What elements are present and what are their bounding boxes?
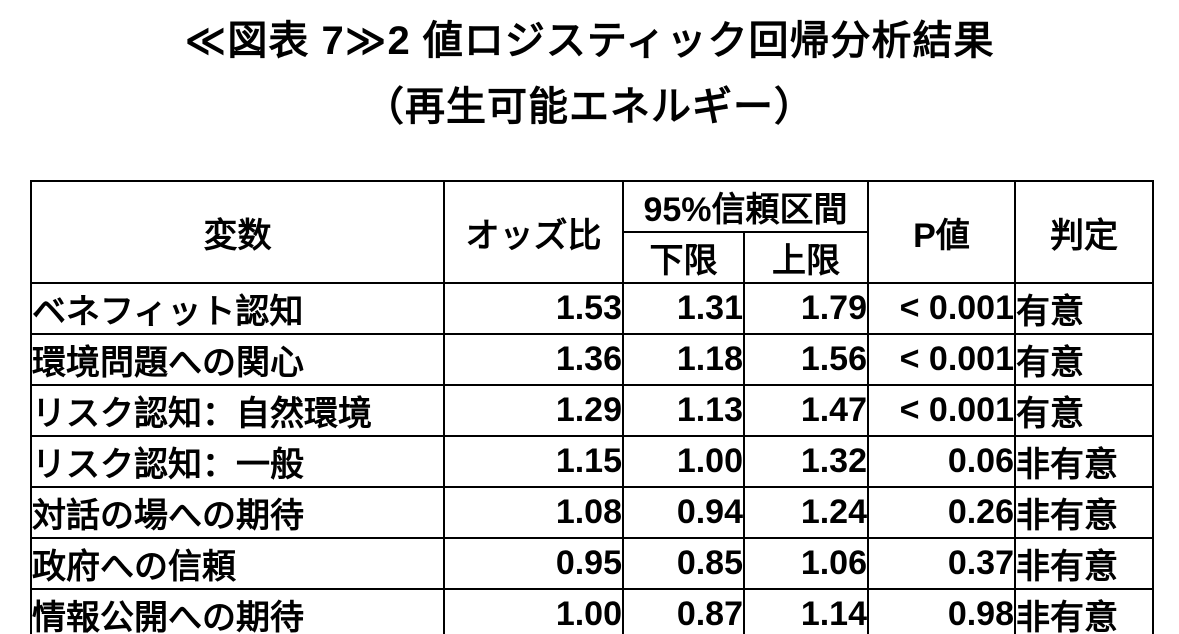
odds-ratio-cell: 1.29 [443, 384, 624, 437]
ci-upper-cell: 1.14 [743, 588, 869, 634]
figure-title-line2: （再生可能エネルギー） [364, 85, 815, 129]
variable-cell: 情報公開への期待 [30, 588, 445, 634]
variable-cell: 政府への信頼 [30, 537, 445, 590]
ci-lower-cell: 1.31 [622, 282, 745, 335]
judgment-cell: 非有意 [1014, 537, 1154, 590]
ci-lower-cell: 1.13 [622, 384, 745, 437]
variable-cell: 環境問題への関心 [30, 333, 445, 386]
variable-cell: リスク認知：一般 [30, 435, 445, 488]
judgment-cell: 非有意 [1014, 486, 1154, 539]
header-row-1: 変数 オッズ比 95%信頼区間 P値 判定 [30, 180, 1154, 284]
p-value-cell: < 0.001 [867, 384, 1016, 437]
ci-lower-cell: 0.85 [622, 537, 745, 590]
p-value-cell: 0.98 [867, 588, 1016, 634]
judgment-header: 判定 [1014, 180, 1154, 284]
variable-cell: リスク認知：自然環境 [30, 384, 445, 437]
p-value-cell: < 0.001 [867, 333, 1016, 386]
ci-upper-cell: 1.56 [743, 333, 869, 386]
table-row: 環境問題への関心 1.36 1.18 1.56 < 0.001 有意 [30, 333, 1154, 386]
judgment-cell: 非有意 [1014, 435, 1154, 488]
p-value-cell: < 0.001 [867, 282, 1016, 335]
odds-ratio-cell: 1.08 [443, 486, 624, 539]
p-value-cell: 0.37 [867, 537, 1016, 590]
figure-title-block: ≪図表 7≫2 値ロジスティック回帰分析結果 （再生可能エネルギー） [0, 8, 1179, 140]
judgment-cell: 有意 [1014, 333, 1154, 386]
p-value-cell: 0.06 [867, 435, 1016, 488]
table-row: 対話の場への期待 1.08 0.94 1.24 0.26 非有意 [30, 486, 1154, 539]
judgment-cell: 有意 [1014, 282, 1154, 335]
variable-cell: 対話の場への期待 [30, 486, 445, 539]
table-row: リスク認知：自然環境 1.29 1.13 1.47 < 0.001 有意 [30, 384, 1154, 437]
table-row: 情報公開への期待 1.00 0.87 1.14 0.98 非有意 [30, 588, 1154, 634]
odds-ratio-cell: 1.15 [443, 435, 624, 488]
odds-ratio-header: オッズ比 [443, 180, 624, 284]
p-value-cell: 0.26 [867, 486, 1016, 539]
figure-title-line1: ≪図表 7≫2 値ロジスティック回帰分析結果 [184, 19, 995, 63]
ci-lower-cell: 0.94 [622, 486, 745, 539]
ci-lower-cell: 0.87 [622, 588, 745, 634]
ci-upper-cell: 1.24 [743, 486, 869, 539]
ci-lower-cell: 1.18 [622, 333, 745, 386]
odds-ratio-cell: 1.00 [443, 588, 624, 634]
ci-upper-cell: 1.47 [743, 384, 869, 437]
ci-upper-cell: 1.79 [743, 282, 869, 335]
header-row-2: 下限 上限 [31, 231, 1153, 284]
ci-upper-cell: 1.32 [743, 435, 869, 488]
odds-ratio-cell: 0.95 [443, 537, 624, 590]
ci-upper-header: 上限 [743, 231, 869, 284]
variable-cell: ベネフィット認知 [30, 282, 445, 335]
judgment-cell: 有意 [1014, 384, 1154, 437]
ci-lower-cell: 1.00 [622, 435, 745, 488]
ci-upper-cell: 1.06 [743, 537, 869, 590]
table-row: 政府への信頼 0.95 0.85 1.06 0.37 非有意 [30, 537, 1154, 590]
p-value-header: P値 [867, 180, 1016, 284]
regression-results-table: 変数 オッズ比 95%信頼区間 P値 判定 下限 上限 ベネフィット認知 1.5… [30, 180, 1154, 634]
judgment-cell: 非有意 [1014, 588, 1154, 634]
odds-ratio-cell: 1.36 [443, 333, 624, 386]
ci-header: 95%信頼区間 [622, 180, 869, 233]
odds-ratio-cell: 1.53 [443, 282, 624, 335]
variable-header: 変数 [30, 180, 445, 284]
table-row: リスク認知：一般 1.15 1.00 1.32 0.06 非有意 [30, 435, 1154, 488]
ci-lower-header: 下限 [622, 231, 745, 284]
table-row: ベネフィット認知 1.53 1.31 1.79 < 0.001 有意 [30, 282, 1154, 335]
